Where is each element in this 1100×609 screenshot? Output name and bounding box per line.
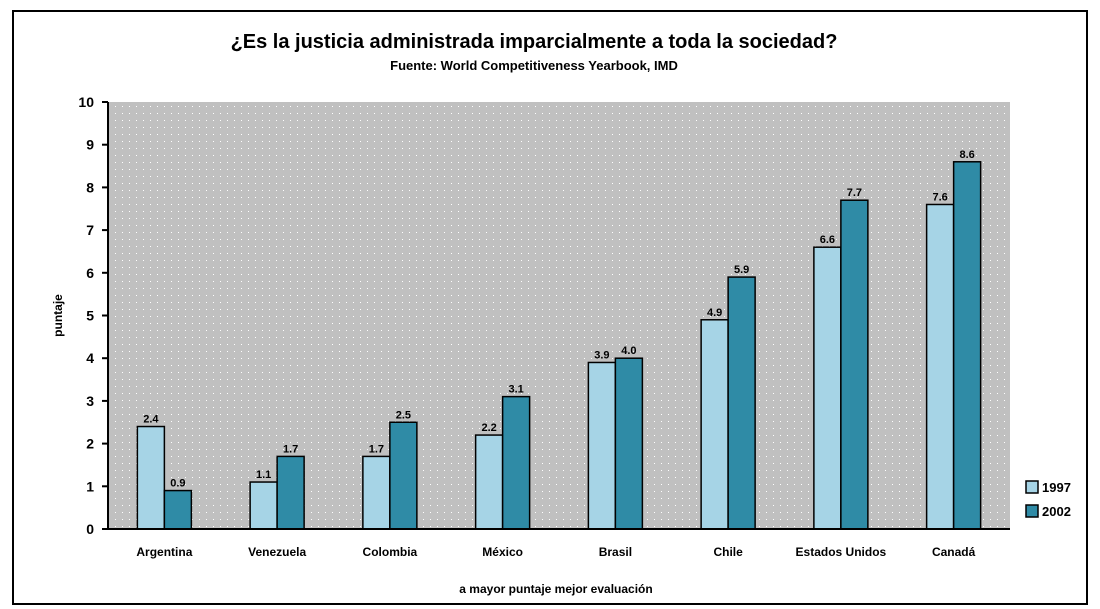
bar-1997-6 <box>813 246 842 530</box>
data-label: 7.6 <box>932 191 947 203</box>
category-label: Chile <box>713 545 743 559</box>
category-label: Venezuela <box>248 545 306 559</box>
bar-2002-2 <box>389 421 418 530</box>
y-tick-label: 10 <box>78 94 94 110</box>
data-label: 8.6 <box>959 149 974 161</box>
category-labels: Argentina Venezuela Colombia México Brasil Ch… <box>136 545 975 559</box>
y-tick-label: 2 <box>86 436 94 452</box>
category-label: Colombia <box>363 545 418 559</box>
y-tick-label: 3 <box>86 393 94 409</box>
bar-2002-1 <box>276 455 305 530</box>
chart-frame: ¿Es la justicia administrada imparcialme… <box>12 10 1088 605</box>
bar-1997-0 <box>136 425 166 530</box>
legend: 1997 2002 <box>1025 480 1071 519</box>
category-label: Canadá <box>932 545 976 559</box>
bar-1997-1 <box>249 481 278 530</box>
bar-2002-4 <box>614 357 644 530</box>
category-label: Estados Unidos <box>796 545 887 559</box>
y-tick-label: 6 <box>86 265 94 281</box>
bar-1997-5 <box>700 319 729 530</box>
data-label: 1.1 <box>256 469 271 481</box>
data-label: 0.9 <box>170 478 185 490</box>
data-label: 6.6 <box>820 234 835 246</box>
category-label: México <box>482 545 523 559</box>
bar-1997-3 <box>474 434 504 530</box>
data-label: 7.7 <box>847 187 862 199</box>
bar-1997-2 <box>362 455 391 530</box>
category-label: Argentina <box>136 545 192 559</box>
data-label: 2.2 <box>481 422 496 434</box>
bar-2002-0 <box>163 489 193 530</box>
bar-2002-7 <box>952 161 982 530</box>
y-tick-label: 7 <box>86 222 94 238</box>
plot-area <box>108 102 1010 529</box>
bar-2002-3 <box>501 395 531 530</box>
data-label: 3.9 <box>594 349 609 361</box>
chart-title: ¿Es la justicia administrada imparcialme… <box>231 31 838 53</box>
x-axis-label: a mayor puntaje mejor evaluación <box>459 582 652 596</box>
y-tick-label: 5 <box>86 308 94 324</box>
data-label: 3.1 <box>508 384 523 396</box>
legend-swatch-1997 <box>1025 480 1039 494</box>
data-label: 5.9 <box>734 264 749 276</box>
data-label: 2.5 <box>396 409 411 421</box>
y-tick-label: 1 <box>86 478 94 494</box>
data-label: 2.4 <box>143 414 159 426</box>
data-label: 1.7 <box>283 443 298 455</box>
y-tick-label: 4 <box>86 350 94 366</box>
chart: ¿Es la justicia administrada imparcialme… <box>51 31 1071 596</box>
data-label: 1.7 <box>369 443 384 455</box>
legend-label-2002: 2002 <box>1042 504 1071 519</box>
legend-swatch-2002 <box>1025 504 1039 518</box>
bar-1997-7 <box>925 203 955 530</box>
y-tick-label: 9 <box>86 137 94 153</box>
y-axis-label: puntaje <box>51 294 65 337</box>
bar-2002-6 <box>840 199 869 530</box>
bars: 2.4 0.9 1.1 1.7 1.7 2.5 2.2 3.1 3.9 4.0 4.9 5.9 6.6 7… <box>136 149 982 530</box>
bar-2002-5 <box>727 276 756 530</box>
category-label: Brasil <box>599 545 632 559</box>
chart-subtitle: Fuente: World Competitiveness Yearbook, … <box>390 58 678 73</box>
data-label: 4.0 <box>621 345 636 357</box>
y-tick-label: 0 <box>86 521 94 537</box>
legend-label-1997: 1997 <box>1042 480 1071 495</box>
bar-1997-4 <box>587 361 617 530</box>
y-tick-label: 8 <box>86 179 94 195</box>
y-axis-ticks: 0 1 2 3 4 5 6 7 8 9 10 <box>78 94 108 537</box>
data-label: 4.9 <box>707 307 722 319</box>
